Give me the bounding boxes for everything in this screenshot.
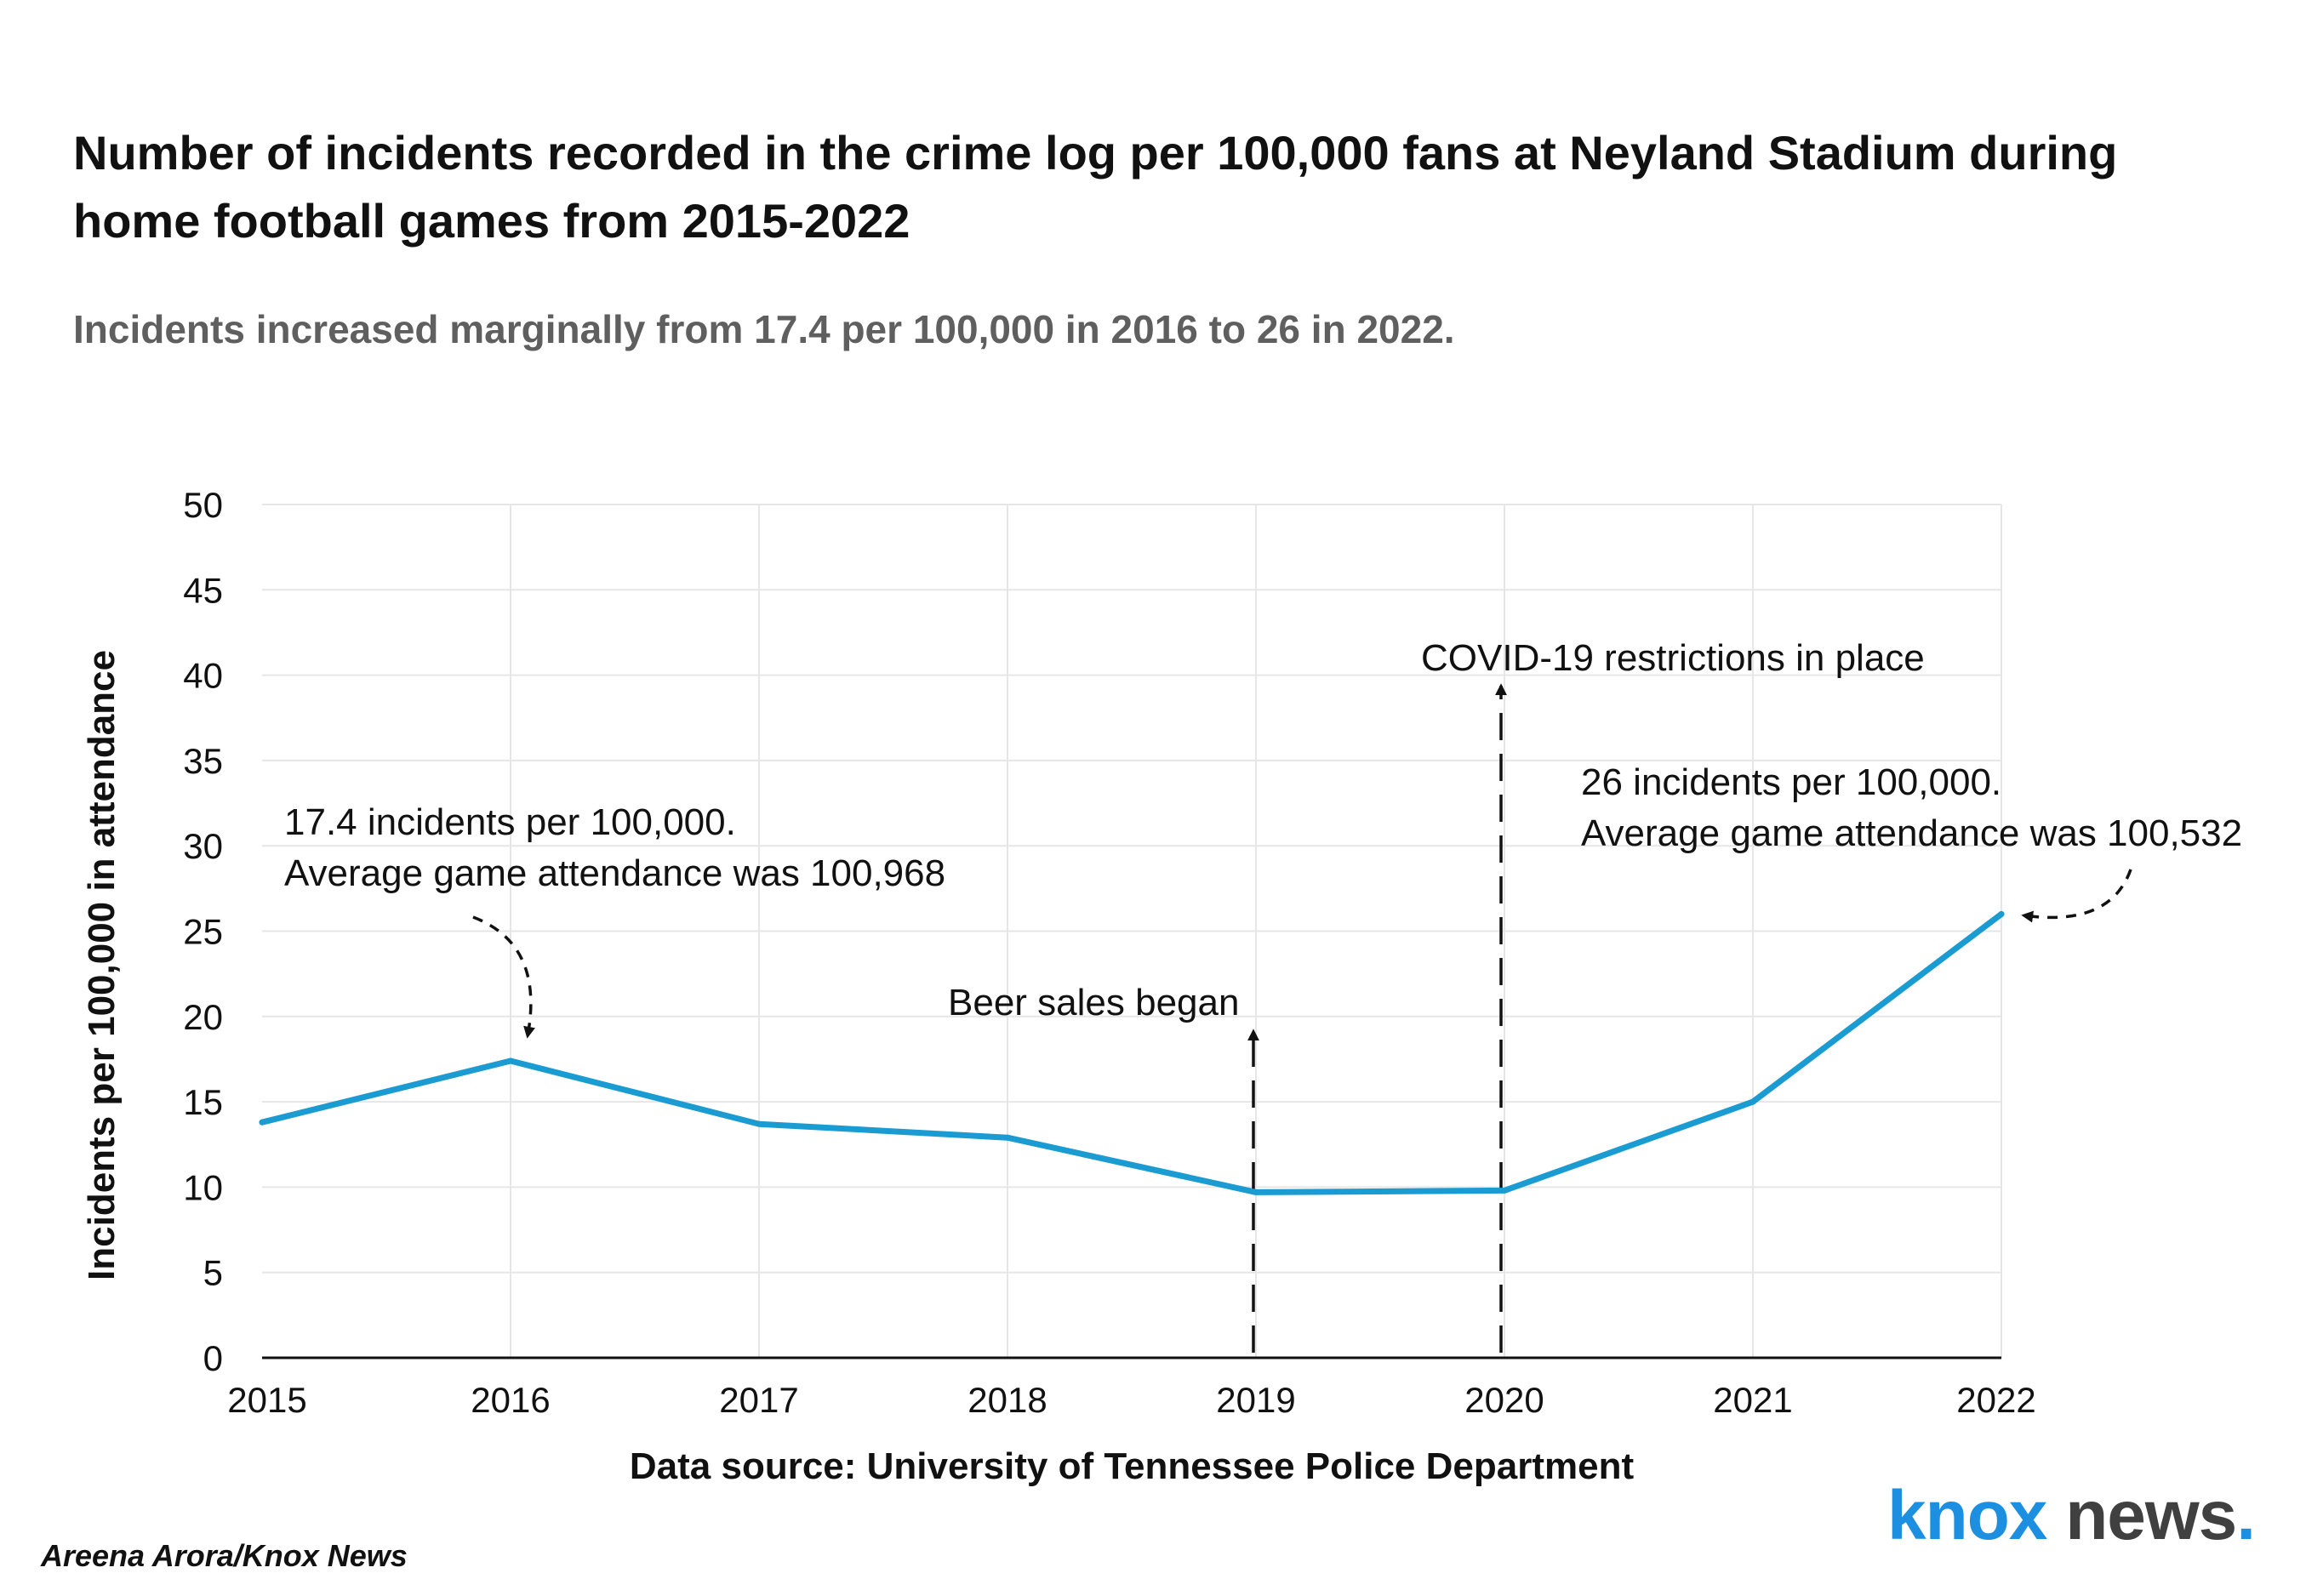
grid — [262, 504, 2002, 1358]
x-tick-label: 2018 — [967, 1380, 1047, 1420]
data-points — [259, 910, 2005, 1195]
y-tick-label: 30 — [183, 826, 223, 866]
y-tick-label: 25 — [183, 912, 223, 952]
x-tick-label: 2021 — [1713, 1380, 1792, 1420]
author-credit: Areena Arora/Knox News — [41, 1538, 408, 1573]
x-tick-label: 2015 — [227, 1380, 306, 1420]
x-tick-labels: 2015 2016 2017 2018 2019 2020 2021 2022 — [227, 1380, 2035, 1420]
x-tick-label: 2019 — [1216, 1380, 1295, 1420]
logo-dot: . — [2236, 1477, 2256, 1554]
arrow-2016 — [472, 915, 535, 1039]
series-line — [259, 910, 2005, 1195]
data-point — [1998, 910, 2005, 917]
logo-word-knox: knox — [1887, 1477, 2047, 1554]
data-point — [1004, 1134, 1011, 1141]
y-tick-label: 5 — [203, 1253, 223, 1293]
data-point — [1253, 1188, 1259, 1195]
y-tick-label: 10 — [183, 1167, 223, 1207]
annotation-2020-line1: COVID-19 restrictions in place — [1421, 637, 1925, 679]
y-axis-label: Incidents per 100,000 in attendance — [81, 650, 123, 1280]
annotations: 17.4 incidents per 100,000. Average game… — [284, 637, 2242, 1023]
knox-news-logo[interactable]: knox news. — [1887, 1476, 2256, 1556]
x-tick-label: 2016 — [471, 1380, 550, 1420]
y-tick-label: 45 — [183, 570, 223, 610]
annotation-2016-line1: 17.4 incidents per 100,000. — [284, 801, 736, 843]
y-tick-label: 35 — [183, 741, 223, 781]
data-point — [1501, 1187, 1508, 1194]
annotation-2019: Beer sales began — [948, 982, 1239, 1023]
y-tick-label: 20 — [183, 997, 223, 1037]
x-axis-label: Data source: University of Tennessee Pol… — [630, 1445, 1635, 1487]
annotation-2016: 17.4 incidents per 100,000. Average game… — [284, 801, 945, 894]
y-tick-label: 50 — [183, 485, 223, 525]
y-tick-label: 15 — [183, 1082, 223, 1122]
annotation-2019-line1: Beer sales began — [948, 982, 1239, 1023]
y-tick-label: 0 — [203, 1338, 223, 1378]
y-tick-label: 40 — [183, 656, 223, 696]
y-tick-labels: 0 5 10 15 20 25 30 35 40 45 50 — [183, 485, 223, 1378]
annotation-arrows — [472, 683, 2132, 1353]
chart-title: Number of incidents recorded in the crim… — [73, 126, 2118, 248]
annotation-2020: COVID-19 restrictions in place — [1421, 637, 1925, 679]
x-tick-label: 2020 — [1464, 1380, 1544, 1420]
data-point — [756, 1120, 762, 1127]
annotation-2022: 26 incidents per 100,000. Average game a… — [1581, 761, 2242, 854]
annotation-2016-line2: Average game attendance was 100,968 — [284, 852, 945, 894]
chart-subtitle: Incidents increased marginally from 17.4… — [73, 307, 1455, 351]
annotation-2022-line1: 26 incidents per 100,000. — [1581, 761, 2001, 803]
x-tick-label: 2017 — [719, 1380, 798, 1420]
data-point — [1749, 1098, 1756, 1105]
annotation-2022-line2: Average game attendance was 100,532 — [1581, 812, 2242, 854]
arrow-2022 — [2021, 869, 2132, 923]
data-point — [259, 1119, 265, 1126]
logo-word-news: news — [2065, 1477, 2237, 1554]
x-tick-label: 2022 — [1956, 1380, 2035, 1420]
data-point — [507, 1057, 514, 1064]
